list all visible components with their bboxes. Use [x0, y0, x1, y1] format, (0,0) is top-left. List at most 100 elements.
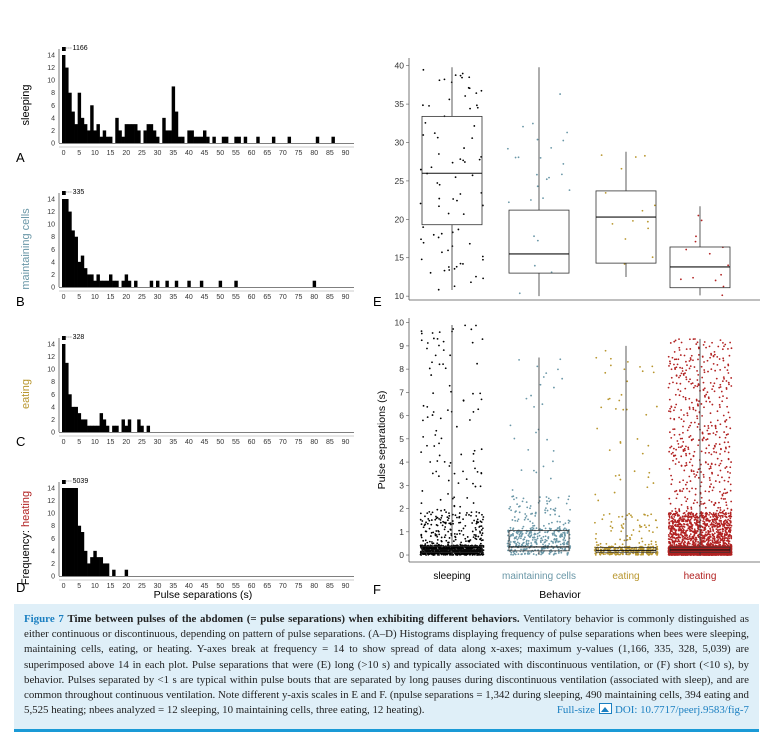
data-point [692, 359, 694, 362]
data-point [652, 547, 655, 550]
data-point [711, 489, 714, 492]
data-point [439, 521, 442, 524]
data-point [419, 518, 422, 521]
x-tick-label: 80 [310, 439, 318, 446]
data-point [449, 528, 452, 531]
data-point [438, 442, 440, 445]
data-point [552, 547, 555, 550]
data-point [688, 406, 691, 409]
data-point [540, 548, 543, 551]
data-point [472, 536, 475, 538]
data-point [481, 532, 484, 535]
data-point [719, 423, 722, 426]
data-point [719, 406, 721, 408]
data-point [683, 354, 686, 357]
data-point [595, 356, 598, 359]
data-point [548, 500, 551, 503]
data-point [457, 482, 460, 485]
data-point [446, 519, 449, 522]
data-point [718, 481, 721, 483]
data-point [509, 424, 512, 427]
histogram-bar [121, 280, 125, 287]
data-point [466, 497, 469, 499]
data-point [513, 498, 515, 501]
data-point [557, 552, 560, 554]
data-point [562, 539, 565, 541]
max-value-label: 328 [73, 334, 85, 341]
data-point [641, 540, 644, 543]
data-point [697, 353, 700, 356]
data-point [553, 538, 556, 541]
data-point [471, 530, 474, 533]
data-point [697, 423, 700, 425]
data-point [678, 481, 681, 483]
data-point [439, 519, 442, 521]
y-tick-label: 0 [51, 430, 55, 437]
data-point [678, 349, 681, 351]
data-point [724, 366, 726, 369]
data-point [680, 455, 683, 458]
data-point [715, 531, 718, 533]
data-point [460, 529, 463, 532]
data-point [527, 553, 530, 555]
histogram-bar [74, 488, 78, 576]
data-point [482, 516, 485, 518]
data-point [423, 524, 426, 527]
data-point [447, 530, 450, 533]
data-point [419, 168, 422, 171]
data-point [722, 285, 725, 288]
data-point [456, 516, 458, 519]
data-point [545, 539, 548, 542]
histogram-bar [93, 425, 97, 432]
data-point [690, 458, 692, 461]
data-point [544, 531, 547, 534]
data-point [718, 464, 721, 467]
data-point [563, 537, 566, 540]
data-point [671, 510, 674, 512]
data-point [420, 330, 423, 333]
data-point [685, 462, 688, 464]
data-point [480, 89, 483, 92]
histogram-bar [187, 280, 191, 287]
data-point [438, 205, 440, 208]
y-tick-label: 0 [51, 141, 55, 148]
data-point [517, 553, 520, 556]
data-point [452, 328, 455, 330]
data-point [438, 517, 440, 520]
data-point [535, 539, 538, 541]
data-point [638, 530, 641, 533]
histogram-bar [90, 105, 94, 143]
data-point [438, 363, 441, 366]
data-point [716, 355, 719, 358]
histogram-bar [74, 124, 78, 143]
data-point [535, 553, 538, 556]
data-point [456, 552, 459, 555]
data-point [458, 521, 460, 524]
data-point [724, 343, 727, 346]
x-tick-label: 20 [122, 439, 130, 446]
data-point [509, 541, 512, 543]
x-tick-label: 30 [154, 150, 162, 157]
x-tick-label: 80 [310, 150, 318, 157]
data-point [684, 464, 687, 467]
data-point [630, 547, 633, 550]
data-point [696, 471, 699, 474]
x-tick-label: 50 [216, 294, 224, 301]
data-point [655, 405, 658, 408]
data-point [531, 522, 534, 525]
data-point [713, 382, 716, 385]
x-tick-label: 30 [154, 583, 162, 590]
data-point [618, 399, 621, 402]
data-point [458, 529, 461, 532]
data-point [714, 369, 717, 372]
x-tick-label: 20 [122, 583, 130, 590]
data-point [670, 452, 673, 455]
data-point [691, 401, 693, 404]
data-point [542, 535, 545, 538]
data-point [609, 364, 612, 367]
data-point [533, 235, 535, 238]
data-point [422, 134, 425, 136]
data-point [447, 493, 449, 495]
